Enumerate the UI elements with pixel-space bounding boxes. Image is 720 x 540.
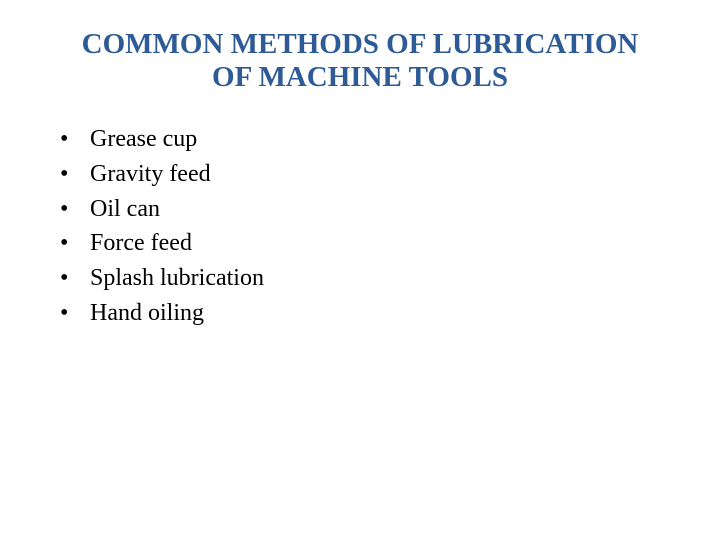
title-line-2: OF MACHINE TOOLS <box>40 61 680 94</box>
bullet-icon: • <box>60 157 90 192</box>
bullet-text: Grease cup <box>90 122 197 157</box>
list-item: • Gravity feed <box>60 157 680 192</box>
bullet-icon: • <box>60 122 90 157</box>
list-item: • Hand oiling <box>60 296 680 331</box>
bullet-text: Hand oiling <box>90 296 204 331</box>
list-item: • Splash lubrication <box>60 261 680 296</box>
list-item: • Grease cup <box>60 122 680 157</box>
slide: COMMON METHODS OF LUBRICATION OF MACHINE… <box>0 0 720 540</box>
bullet-icon: • <box>60 261 90 296</box>
list-item: • Oil can <box>60 192 680 227</box>
bullet-text: Force feed <box>90 226 192 261</box>
bullet-text: Oil can <box>90 192 160 227</box>
bullet-icon: • <box>60 192 90 227</box>
title-line-1: COMMON METHODS OF LUBRICATION <box>40 28 680 61</box>
bullet-icon: • <box>60 296 90 331</box>
list-item: • Force feed <box>60 226 680 261</box>
bullet-text: Splash lubrication <box>90 261 264 296</box>
bullet-text: Gravity feed <box>90 157 211 192</box>
bullet-icon: • <box>60 226 90 261</box>
bullet-list: • Grease cup • Gravity feed • Oil can • … <box>60 122 680 331</box>
slide-title: COMMON METHODS OF LUBRICATION OF MACHINE… <box>40 28 680 94</box>
